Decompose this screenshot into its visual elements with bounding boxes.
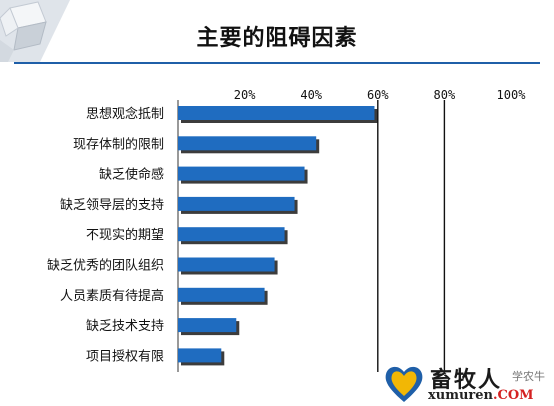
page-title: 主要的阻碍因素 [196,26,358,51]
category-label: 缺乏领导层的支持 [60,197,164,213]
watermark-domain-name: xumuren [428,388,493,403]
category-label: 项目授权有限 [86,348,164,364]
bar [178,287,265,302]
title-underline [14,62,540,64]
watermark-subtext: 学农牛 [512,370,545,383]
watermark-name: 畜牧人 [430,367,503,393]
category-label: 现存体制的限制 [73,136,164,152]
watermark-logo: 畜牧人 学农牛 xumuren.COM [380,360,554,406]
x-tick-label: 20% [234,88,256,102]
bar [178,227,285,242]
category-label: 缺乏优秀的团队组织 [47,258,164,274]
bar [178,196,295,211]
bar [178,318,237,333]
x-tick-label: 80% [434,88,456,102]
category-label: 思想观念抵制 [86,106,164,122]
x-tick-label: 40% [300,88,322,102]
bar [178,166,305,181]
category-label: 人员素质有待提高 [60,288,164,304]
x-tick-label: 100% [497,88,527,102]
watermark-domain: xumuren.COM [428,388,534,403]
corner-cube-decoration [0,0,70,62]
bar [178,106,375,120]
watermark-tld: .COM [492,388,534,403]
bar [178,136,317,151]
bar [178,348,222,363]
category-label: 缺乏技术支持 [86,319,164,334]
bar [178,257,275,272]
category-label: 不现实的期望 [86,227,164,243]
heart-logo-icon [385,366,423,402]
category-label: 缺乏使命感 [99,167,164,183]
x-tick-label: 60% [367,88,389,102]
